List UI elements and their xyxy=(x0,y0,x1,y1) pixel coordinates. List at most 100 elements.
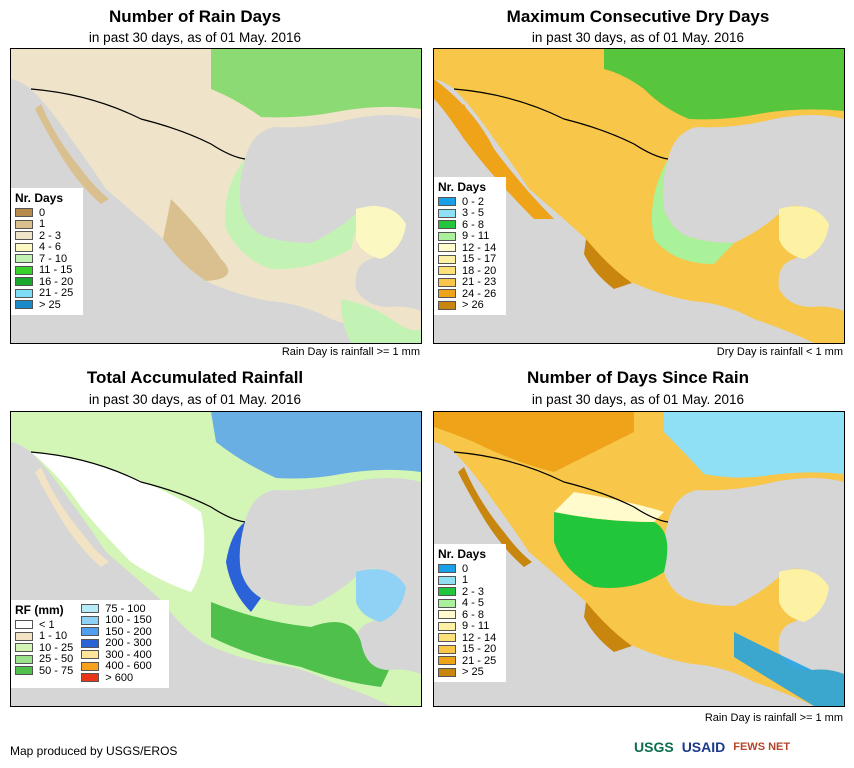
legend-row: 75 - 100 xyxy=(81,603,151,615)
legend-title: Nr. Days xyxy=(15,191,64,205)
legend-label: 6 - 8 xyxy=(462,608,485,621)
legend-swatch xyxy=(438,231,456,241)
legend-title: Nr. Days xyxy=(438,547,487,561)
border-us-mexico xyxy=(453,88,669,160)
legend-swatch xyxy=(15,620,33,630)
legend-row: 0 - 2 xyxy=(438,196,502,208)
legend-swatch xyxy=(438,266,456,276)
footer-credit: Map produced by USGS/EROS xyxy=(10,744,178,758)
legend-row: 1 xyxy=(15,218,79,231)
legend-swatch xyxy=(15,631,33,641)
legend-row: 0 xyxy=(438,563,502,575)
legend-swatch xyxy=(438,564,456,574)
land-baja xyxy=(35,467,109,567)
legend-label: 0 - 2 xyxy=(462,195,485,208)
legend-label: 10 - 25 xyxy=(39,641,74,654)
map-canvas xyxy=(11,49,421,343)
legend-swatch xyxy=(438,633,456,643)
legend-row: 24 - 26 xyxy=(438,288,502,300)
land-plateau xyxy=(554,492,664,522)
legend-swatch xyxy=(438,197,456,207)
legend-label: 18 - 20 xyxy=(462,264,497,277)
legend-label: 9 - 11 xyxy=(462,620,490,633)
legend-label: 1 xyxy=(39,218,46,231)
legend-label: 2 - 3 xyxy=(462,585,485,598)
legend-row: 6 - 8 xyxy=(438,609,502,621)
legend-swatch xyxy=(438,254,456,264)
legend-label: > 600 xyxy=(105,671,134,684)
legend-label: < 1 xyxy=(39,618,55,631)
legend-swatch xyxy=(15,208,33,218)
land-gulf-coast xyxy=(651,159,734,264)
panel-title: Number of Days Since Rain xyxy=(526,368,749,387)
legend-swatch xyxy=(81,615,100,625)
legend-row: 21 - 25 xyxy=(15,287,79,299)
legend-row: 9 - 11 xyxy=(438,230,502,242)
legend-label: 15 - 20 xyxy=(462,643,497,656)
legend-swatch xyxy=(15,242,33,252)
legend-label: 25 - 50 xyxy=(39,653,74,666)
legend-swatch xyxy=(438,587,456,597)
legend-swatch xyxy=(438,289,456,299)
legend-row: 4 - 6 xyxy=(15,241,79,254)
legend-title: Nr. Days xyxy=(438,180,487,194)
legend-swatch xyxy=(81,650,100,660)
legend-row: 21 - 25 xyxy=(438,655,502,667)
legend-swatch xyxy=(15,277,33,287)
legend-label: 21 - 23 xyxy=(462,276,497,289)
legend-label: 21 - 25 xyxy=(462,654,497,667)
legend-label: 4 - 6 xyxy=(39,241,62,254)
legend-label: 6 - 8 xyxy=(462,218,485,231)
legend-row: 100 - 150 xyxy=(81,614,152,627)
legend-label: 12 - 14 xyxy=(462,631,497,644)
legend-label: 100 - 150 xyxy=(105,614,152,627)
land-gulf-coast xyxy=(225,159,361,270)
legend-row: 400 - 600 xyxy=(81,660,152,673)
legend-row: 10 - 25 xyxy=(15,642,73,654)
legend-swatch xyxy=(438,243,456,253)
land-southeast xyxy=(211,602,389,687)
legend-swatch xyxy=(438,220,456,230)
legend-label: 0 xyxy=(39,206,46,219)
legend-label: 300 - 400 xyxy=(105,648,152,661)
legend-label: 3 - 5 xyxy=(462,207,485,220)
legend-swatch xyxy=(15,654,33,664)
legend-title: RF (mm) xyxy=(15,603,64,617)
legend-row: 6 - 8 xyxy=(438,219,502,231)
land-baja xyxy=(458,467,532,567)
legend-label: 2 - 3 xyxy=(39,229,62,242)
legend-label: 200 - 300 xyxy=(105,637,152,650)
land-north xyxy=(11,49,421,343)
legend-label: 400 - 600 xyxy=(105,660,152,673)
legend-row: 11 - 15 xyxy=(15,264,79,277)
land-yucatan xyxy=(356,206,406,259)
panel-note: Rain Day is rainfall >= 1 mm xyxy=(281,346,420,358)
legend-swatch xyxy=(15,254,33,264)
legend-label: 150 - 200 xyxy=(105,625,152,638)
legend-col-2: 75 - 100 100 - 150 150 - 200 200 - 300 3… xyxy=(81,603,152,684)
legend-row: 15 - 20 xyxy=(438,643,502,656)
legend-swatch xyxy=(81,673,100,683)
legend-row: 4 - 5 xyxy=(438,597,502,609)
land-yucatan xyxy=(356,569,406,622)
legend-label: 11 - 15 xyxy=(39,264,73,277)
legend-swatch xyxy=(438,656,456,666)
legend-row: 25 - 50 xyxy=(15,653,74,666)
land-southwest xyxy=(584,602,632,652)
legend-row: > 25 xyxy=(15,299,79,311)
land-west xyxy=(434,79,554,219)
land-us-green xyxy=(211,49,421,118)
legend-row: 7 - 10 xyxy=(15,253,79,265)
legend-swatch xyxy=(15,300,33,310)
legend-swatch xyxy=(15,231,33,241)
map-days-since-rain xyxy=(433,411,845,707)
map-canvas xyxy=(434,49,844,343)
legend-label: > 26 xyxy=(462,299,484,312)
panel-title: Number of Rain Days xyxy=(109,7,281,26)
fews-net-logo: FEWS NET xyxy=(733,741,791,753)
legend-row: 1 xyxy=(438,574,502,586)
legend-label: 50 - 75 xyxy=(39,664,74,677)
legend-swatch xyxy=(15,643,33,653)
legend-days-since-rain: Nr. Days 0 1 2 - 3 4 - 5 6 - 8 9 - 11 12… xyxy=(434,544,506,682)
legend-label: 15 - 17 xyxy=(462,253,497,266)
